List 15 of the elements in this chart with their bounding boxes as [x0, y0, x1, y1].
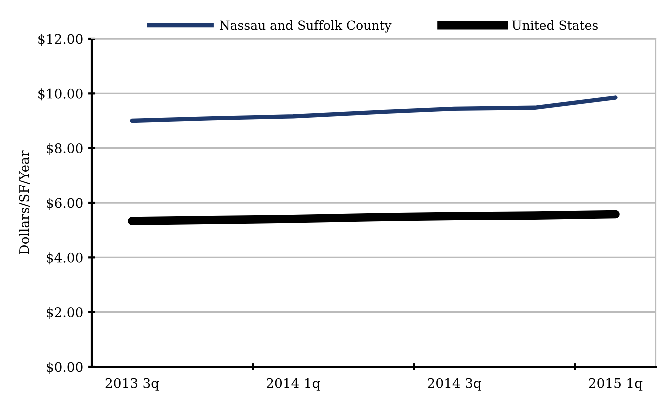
y-tick-label: $8.00	[47, 143, 83, 156]
x-tick-label: 2014 1q	[267, 378, 320, 391]
y-tick-label: $0.00	[47, 362, 83, 374]
y-tick-label: $6.00	[47, 198, 83, 210]
y-tick-label: $2.00	[47, 307, 83, 320]
legend-label: United States	[512, 20, 598, 30]
legend-label: Nassau and Suffolk County	[220, 20, 392, 33]
y-tick-label: $4.00	[47, 252, 83, 265]
y-tick-label: $12.00	[38, 34, 83, 46]
x-tick-label: 2013 3q	[106, 378, 160, 391]
y-tick-label: $10.00	[38, 88, 83, 101]
x-tick-label: 2015 1q	[589, 378, 643, 391]
y-axis-title: Dollars/SF/Year	[19, 150, 30, 255]
line-series	[130, 96, 618, 124]
x-tick-label: 2014 3q	[428, 378, 482, 391]
